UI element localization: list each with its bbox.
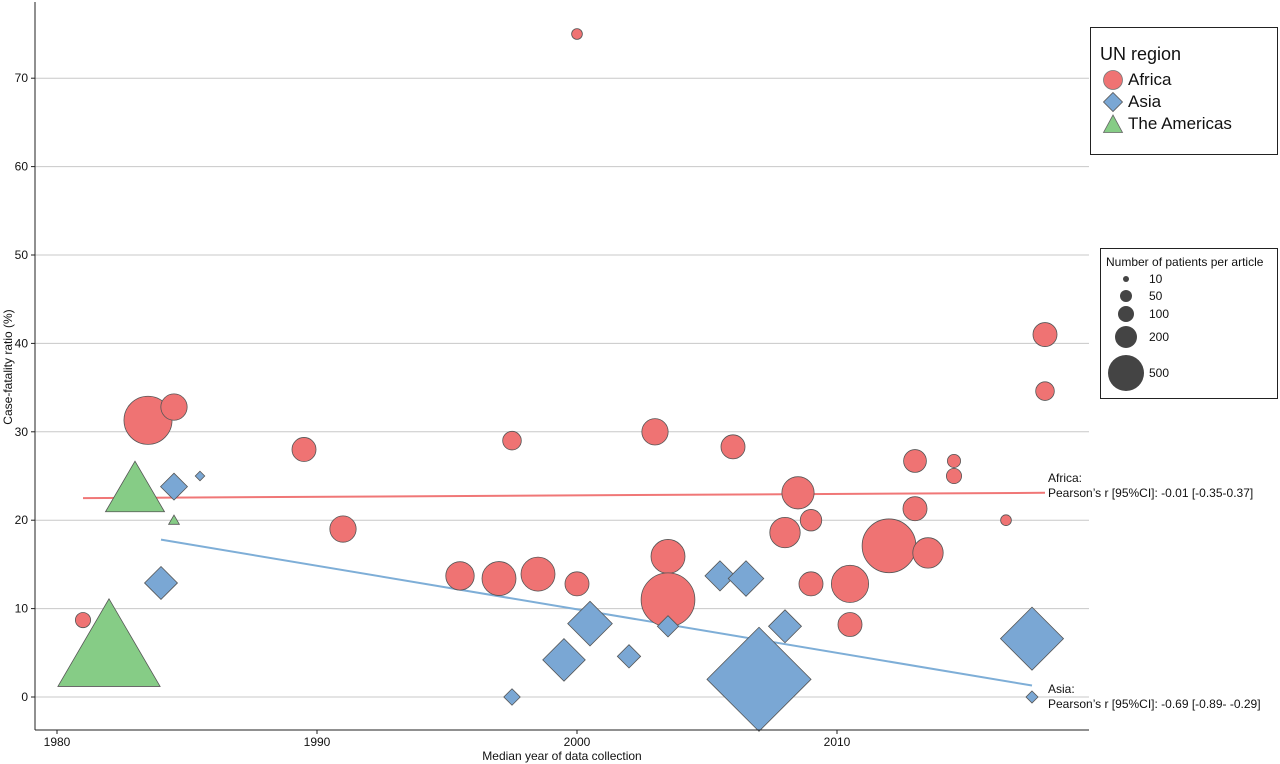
africa-point: [571, 28, 583, 40]
africa-point: [502, 430, 522, 451]
y-tick-label: 70: [15, 71, 29, 85]
africa-point: [781, 476, 815, 510]
x-tick-label: 2010: [824, 735, 851, 749]
asia-point: [1025, 690, 1039, 704]
asia-point: [706, 626, 812, 732]
y-tick-label: 40: [15, 336, 29, 350]
size-dot-icon: [1115, 326, 1137, 348]
africa-point: [720, 434, 746, 460]
y-tick-label: 10: [15, 602, 29, 616]
legend-label-africa: Africa: [1128, 70, 1172, 89]
region-legend: UN region Africa Asia The Americas: [1090, 27, 1278, 155]
africa-trendline: [82, 491, 1046, 500]
size-dot-icon: [1118, 305, 1134, 322]
size-dot-icon: [1108, 355, 1144, 391]
africa-point: [912, 537, 944, 569]
africa-point: [947, 453, 961, 468]
asia-annotation-line2: Pearson’s r [95%CI]: -0.69 [-0.89- -0.29…: [1048, 697, 1261, 711]
africa-point: [799, 509, 823, 532]
size-legend-label: 500: [1149, 366, 1170, 380]
africa-point: [445, 561, 475, 591]
legend-item-africa: Africa: [1100, 69, 1267, 91]
asia-point: [616, 644, 642, 669]
legend-label-asia: Asia: [1128, 92, 1162, 111]
africa-annotation-line2: Pearson’s r [95%CI]: -0.01 [-0.35-0.37]: [1048, 486, 1253, 500]
size-dot-icon: [1120, 289, 1132, 302]
y-axis-title: Case-fatality ratio (%): [1, 309, 15, 424]
africa-annotation-line1: Africa:: [1048, 471, 1082, 485]
the-americas-point: [104, 460, 166, 513]
africa-point: [1032, 322, 1058, 347]
size-legend-item-100: 100: [1106, 304, 1272, 323]
size-legend-item-500: 500: [1106, 351, 1272, 395]
africa-point: [903, 449, 927, 473]
africa-point: [160, 393, 188, 421]
africa-point: [74, 612, 92, 629]
size-legend-label: 50: [1149, 288, 1163, 303]
asia-point: [143, 565, 179, 600]
y-tick-label: 60: [15, 160, 29, 174]
africa-point: [945, 467, 963, 485]
africa-point: [329, 515, 357, 543]
region-legend-title: UN region: [1100, 44, 1182, 64]
legend-item-asia: Asia: [1100, 91, 1267, 113]
africa-point: [291, 437, 317, 462]
x-axis-title: Median year of data collection: [482, 749, 641, 763]
africa-point: [1000, 514, 1012, 526]
africa-point: [520, 556, 556, 592]
africa-point: [837, 612, 863, 637]
africa-point: [861, 518, 917, 574]
africa-point: [564, 571, 590, 597]
asia-point: [503, 688, 521, 706]
legend-item-americas: The Americas: [1100, 113, 1267, 135]
africa-point: [902, 496, 928, 522]
size-legend-label: 10: [1149, 272, 1163, 286]
asia-point: [704, 560, 736, 592]
circle-icon: [1100, 69, 1126, 91]
africa-point: [798, 571, 824, 597]
y-tick-label: 0: [21, 690, 28, 704]
the-americas-point: [167, 514, 181, 525]
legend-label-americas: The Americas: [1128, 114, 1232, 133]
size-dot-icon: [1123, 276, 1129, 282]
axes: [34, 2, 1089, 731]
africa-point: [1035, 381, 1055, 401]
size-legend-label: 200: [1149, 330, 1170, 344]
data-points: [57, 28, 1065, 732]
size-legend-item-50: 50: [1106, 287, 1272, 304]
asia-point: [727, 560, 765, 597]
x-tick-label: 1990: [304, 735, 331, 749]
gridlines: [35, 77, 1089, 698]
size-legend: Number of patients per article 10 50 100…: [1100, 248, 1278, 399]
correlation-annotations: Africa: Pearson’s r [95%CI]: -0.01 [-0.3…: [1048, 471, 1261, 711]
x-tick-label: 2000: [564, 735, 591, 749]
africa-point: [641, 418, 669, 446]
size-legend-title: Number of patients per article: [1106, 255, 1264, 269]
asia-point: [767, 609, 803, 644]
size-legend-item-10: 10: [1106, 271, 1272, 287]
asia-point: [159, 472, 189, 501]
y-tick-label: 50: [15, 248, 29, 262]
size-legend-label: 100: [1149, 306, 1170, 321]
asia-point: [194, 470, 206, 482]
triangle-icon: [1100, 113, 1126, 135]
africa-point: [481, 561, 517, 596]
axis-ticks: 0 10 20 30 40 50 60 70 1980 1990 2000 2010: [15, 71, 851, 749]
asia-annotation-line1: Asia:: [1048, 682, 1075, 696]
x-tick-label: 1980: [44, 735, 71, 749]
africa-point: [650, 539, 686, 574]
the-americas-point: [57, 598, 161, 687]
asia-point: [656, 615, 680, 638]
diamond-icon: [1100, 91, 1126, 113]
y-tick-label: 30: [15, 425, 29, 439]
asia-point: [999, 606, 1065, 671]
africa-point: [769, 516, 801, 549]
size-legend-item-200: 200: [1106, 323, 1272, 351]
y-tick-label: 20: [15, 513, 29, 527]
asia-point: [567, 600, 613, 647]
asia-point: [542, 638, 586, 682]
africa-point: [830, 564, 870, 603]
